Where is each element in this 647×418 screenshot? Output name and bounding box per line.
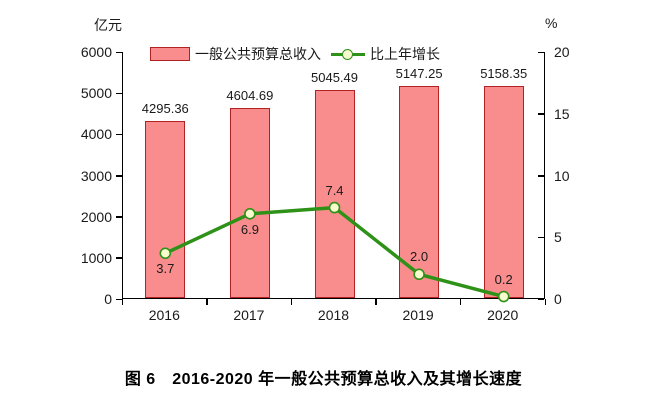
right-axis-tick-mark [538, 113, 544, 115]
plot-area: 4295.36 4604.69 5045.49 5147.25 5158.35 3.7 6.… [122, 52, 545, 303]
left-axis-tick-mark [116, 92, 122, 95]
x-axis-tick-mark [290, 299, 293, 305]
bar-2017 [229, 108, 270, 298]
left-axis-tick-mark [116, 216, 122, 218]
right-axis-tick-label: 5 [554, 229, 562, 246]
left-axis-unit-label: 亿元 [94, 17, 122, 33]
left-axis-tick-label: 5000 [80, 85, 112, 102]
x-axis-tick-mark [459, 299, 462, 305]
x-axis-category-label: 2020 [487, 307, 519, 323]
line-value-label: 7.4 [325, 182, 344, 198]
legend-item-bar-series: 一般公共预算总收入 [150, 44, 321, 64]
growth-line-marker-icon [497, 290, 510, 303]
bar-series-swatch-icon [150, 47, 190, 61]
legend-label-line-series: 比上年增长 [370, 46, 440, 62]
x-axis-category-label: 2017 [233, 307, 265, 323]
right-axis-tick-label: 15 [554, 105, 570, 122]
right-axis-tick-mark [538, 175, 544, 177]
x-axis-category-label: 2016 [148, 307, 180, 323]
left-axis-tick-mark [116, 175, 122, 177]
growth-line-marker-icon [413, 268, 425, 281]
bar-value-label: 5147.25 [395, 66, 443, 82]
bar-value-label: 4295.36 [141, 101, 189, 117]
line-swatch-marker-icon [342, 49, 353, 60]
growth-line [159, 201, 510, 303]
line-value-label: 0.2 [494, 271, 513, 287]
right-axis-unit-label: % [545, 15, 558, 31]
left-axis-tick-mark [116, 133, 122, 136]
growth-line-marker-icon [328, 201, 341, 214]
bar-2020 [483, 85, 524, 298]
growth-line-marker-icon [244, 207, 256, 220]
growth-line-path [163, 205, 506, 299]
right-axis-tick-mark [538, 298, 544, 300]
figure-caption: 图 6 2016-2020 年一般公共预算总收入及其增长速度 [124, 371, 523, 388]
legend-label-bar-series: 一般公共预算总收入 [195, 46, 321, 62]
left-axis-tick-mark [116, 298, 122, 300]
line-value-label: 6.9 [240, 221, 259, 237]
x-axis-tick-mark [206, 299, 208, 305]
left-axis-tick-label: 1000 [80, 249, 112, 266]
left-axis-tick-label: 2000 [80, 208, 112, 225]
x-axis-tick-mark [121, 299, 123, 305]
line-value-label: 2.0 [410, 249, 429, 265]
right-axis-tick-label: 10 [554, 167, 570, 184]
left-axis-tick-mark [116, 257, 122, 259]
right-axis-tick-mark [538, 236, 544, 239]
left-axis-tick-label: 6000 [80, 44, 112, 60]
x-axis-tick-mark [375, 299, 377, 305]
left-axis-tick-mark [116, 51, 122, 53]
right-axis-tick-label: 0 [554, 291, 562, 307]
left-axis-tick-label: 0 [104, 291, 112, 307]
x-axis-tick-mark [544, 299, 546, 305]
bar-2016 [145, 121, 186, 298]
legend-item-line-series: 比上年增长 [331, 44, 440, 64]
bar-value-label: 5158.35 [480, 65, 528, 81]
x-axis-category-label: 2018 [317, 307, 350, 323]
bar-value-label: 5045.49 [311, 70, 358, 86]
right-axis-tick-mark [538, 51, 544, 53]
bar-value-label: 4604.69 [226, 88, 274, 104]
line-value-label: 3.7 [156, 261, 175, 277]
bar-2018 [314, 90, 355, 298]
legend: 一般公共预算总收入 比上年增长 [150, 44, 440, 64]
left-axis-tick-label: 4000 [80, 126, 112, 143]
line-series-swatch-icon [331, 48, 365, 60]
growth-line-marker-icon [159, 247, 172, 260]
x-axis-category-label: 2019 [402, 307, 434, 323]
right-axis-tick-label: 20 [554, 44, 570, 60]
left-axis-tick-label: 3000 [80, 167, 112, 184]
